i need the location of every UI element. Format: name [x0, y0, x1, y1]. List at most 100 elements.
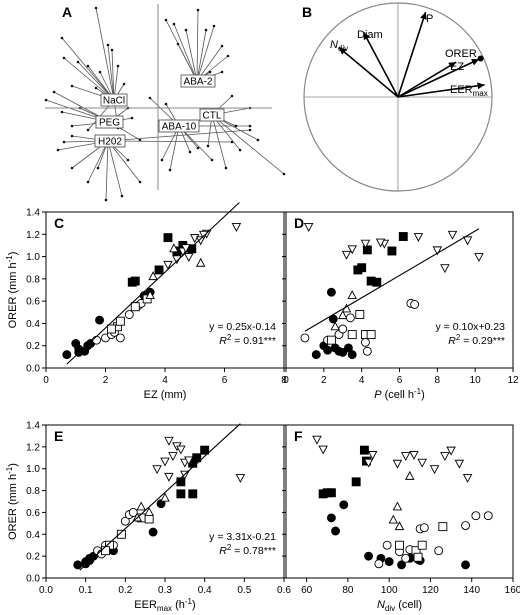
marker-square-filled	[362, 245, 372, 255]
vector-diam	[362, 31, 399, 98]
x-tick-label: 4	[162, 375, 168, 386]
orer-endpoint	[477, 55, 484, 62]
marker-circle-open	[120, 516, 130, 526]
marker-circle-filled	[331, 526, 340, 536]
y-tick-label: 1.0	[26, 464, 40, 475]
y-tick-label: 0.2	[26, 341, 40, 352]
vector-arrowhead	[477, 82, 485, 90]
biplot-point	[60, 36, 64, 40]
y-tick-label: 1.4	[26, 208, 40, 219]
marker-triangle-up	[394, 521, 405, 531]
x-axis-label: EZ (mm)	[144, 389, 187, 401]
x-tick-label: 0.3	[158, 585, 172, 596]
biplot-point	[172, 22, 176, 26]
x-tick-label: 12	[507, 375, 519, 386]
biplot-point	[148, 96, 152, 100]
marker-triangle-down	[400, 452, 411, 462]
marker-square-open	[116, 529, 126, 539]
biplot-point	[184, 28, 188, 32]
biplot-point	[52, 90, 56, 94]
y-tick-label: 0.6	[26, 297, 40, 308]
marker-triangle-up	[405, 470, 415, 480]
marker-circle-filled	[364, 551, 373, 561]
x-tick-label: 100	[381, 585, 398, 596]
marker-triangle-down	[447, 230, 458, 240]
biplot-ray	[196, 29, 207, 82]
biplot-point	[70, 134, 74, 138]
x-axis-label: P (cell h-1)	[374, 387, 425, 401]
marker-circle-filled	[397, 560, 407, 570]
biplot-point	[196, 8, 200, 12]
marker-square-open	[130, 302, 140, 312]
marker-circle-open	[434, 546, 444, 556]
marker-triangle-down	[440, 264, 450, 274]
biplot-point	[70, 166, 74, 170]
label-aba-10: ABA-10	[158, 119, 200, 133]
biplot-point	[160, 158, 164, 162]
marker-circle-open	[300, 333, 310, 343]
marker-triangle-down	[432, 246, 443, 256]
svg-text:PEG: PEG	[99, 118, 120, 129]
marker-square-open	[366, 330, 376, 340]
vector-label-ez: EZ	[450, 61, 464, 73]
marker-circle-open	[461, 521, 470, 530]
loading-vectors	[338, 11, 485, 98]
biplot-point	[70, 124, 74, 128]
marker-triangle-down	[375, 238, 386, 248]
biplot-point	[122, 82, 126, 86]
x-tick-label: 2	[103, 375, 109, 386]
x-tick-label: 6	[222, 375, 228, 386]
panel-f-scatter: F 60 80 100 120 140 160 Ndiv (cell)	[282, 424, 520, 613]
vector-arrowhead	[363, 32, 370, 41]
marker-circle-open	[419, 523, 429, 533]
x-tick-label: 0	[43, 375, 49, 386]
y-tick-label: 0.4	[26, 530, 40, 541]
marker-triangle-down	[172, 255, 182, 265]
marker-triangle-up	[148, 271, 158, 281]
marker-square-open	[101, 546, 110, 556]
biplot-point	[234, 124, 238, 128]
biplot-ray	[173, 23, 198, 82]
marker-triangle-up	[160, 492, 170, 502]
marker-triangle-down	[231, 223, 242, 232]
biplot-point	[56, 148, 60, 152]
x-tick-label: 4	[359, 375, 365, 386]
biplot-point	[120, 194, 124, 198]
marker-triangle-down	[181, 244, 191, 254]
vector-label-diam: Diam	[357, 29, 383, 41]
marker-circle-filled	[384, 557, 394, 567]
marker-circle-filled	[461, 560, 470, 570]
biplot-point	[164, 18, 168, 22]
marker-circle-open	[410, 300, 420, 309]
regression-equation: y = 0.10x+0.23	[436, 321, 506, 333]
panel-letter: D	[294, 215, 304, 231]
marker-triangle-up	[136, 501, 146, 511]
marker-square-open	[355, 310, 365, 319]
marker-triangle-down	[303, 223, 314, 232]
biplot-point	[130, 116, 134, 120]
marker-triangle-up	[195, 257, 206, 267]
marker-square-filled	[387, 246, 397, 256]
biplot-point	[110, 48, 114, 52]
y-axis-label: ORER (mm h-1)	[5, 252, 19, 329]
y-tick-label: 1.4	[26, 421, 40, 432]
biplot-point	[220, 44, 224, 48]
marker-square-open	[413, 552, 423, 562]
vector-arrowhead	[448, 62, 457, 69]
marker-square-filled	[372, 277, 382, 287]
biplot-ray	[61, 37, 115, 101]
biplot-point	[70, 84, 74, 88]
marker-circle-filled	[347, 350, 357, 360]
marker-triangle-down	[347, 245, 357, 255]
marker-triangle-up	[392, 501, 403, 511]
marker-circle-filled	[73, 560, 83, 570]
biplot-point	[282, 172, 286, 176]
marker-triangle-up	[388, 514, 399, 524]
x-tick-label: 0.2	[118, 585, 132, 596]
label-aba-2: ABA-2	[180, 74, 216, 88]
biplot-ray	[211, 114, 227, 169]
biplot-ray	[185, 29, 198, 82]
vector-label-p: P	[426, 13, 433, 25]
biplot-point	[86, 64, 90, 68]
y-tick-label: 0.0	[26, 364, 40, 375]
